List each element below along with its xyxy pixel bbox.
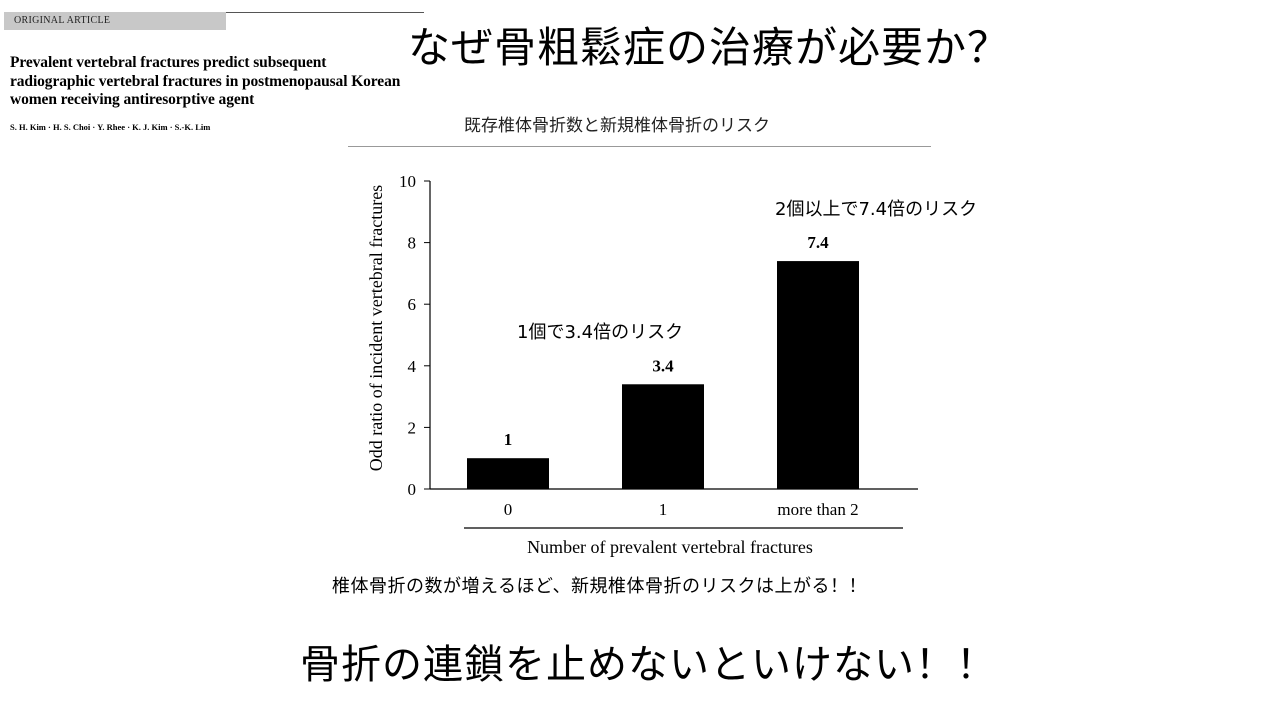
x-category-label: more than 2 <box>777 500 858 519</box>
conclusion-text: 骨折の連鎖を止めないといけない！！ <box>300 642 997 688</box>
y-tick-label: 4 <box>408 357 417 376</box>
risk-note: 椎体骨折の数が増えるほど、新規椎体骨折のリスクは上がる！！ <box>332 576 868 597</box>
y-tick-label: 8 <box>408 234 417 253</box>
article-section-label: ORIGINAL ARTICLE <box>4 12 226 30</box>
x-category-label: 1 <box>659 500 668 519</box>
bar <box>777 261 859 489</box>
bar-value-label: 1 <box>504 430 513 449</box>
bar-value-label: 3.4 <box>652 356 674 375</box>
article-title-line: Prevalent vertebral fractures predict su… <box>10 54 327 71</box>
x-axis-title: Number of prevalent vertebral fractures <box>527 537 813 557</box>
article-title-line: radiographic vertebral fractures in post… <box>10 72 401 90</box>
article-authors: S. H. Kim · H. S. Choi · Y. Rhee · K. J.… <box>10 122 211 132</box>
annotation-two-or-more: 2個以上で7.4倍のリスク <box>775 199 978 220</box>
x-category-label: 0 <box>504 500 513 519</box>
chart-caption: 既存椎体骨折数と新規椎体骨折のリスク <box>464 116 770 136</box>
y-axis-title: Odd ratio of incident vertebral fracture… <box>366 185 386 471</box>
bar <box>467 458 549 489</box>
y-tick-label: 0 <box>408 480 417 499</box>
chart-caption-rule <box>348 146 931 147</box>
annotation-one-fracture: 1個で3.4倍のリスク <box>517 322 684 343</box>
y-tick-label: 10 <box>399 172 416 191</box>
y-tick-label: 6 <box>408 295 417 314</box>
slide-heading: なぜ骨粗鬆症の治療が必要か？ <box>408 23 1011 72</box>
bar <box>622 384 704 489</box>
bar-value-label: 7.4 <box>807 233 829 252</box>
y-tick-label: 2 <box>408 418 417 437</box>
article-title-line: women receiving antiresorptive agent <box>10 91 255 108</box>
article-header: ORIGINAL ARTICLE Prevalent vertebral fra… <box>0 0 430 150</box>
article-title: Prevalent vertebral fractures predict su… <box>10 54 430 110</box>
